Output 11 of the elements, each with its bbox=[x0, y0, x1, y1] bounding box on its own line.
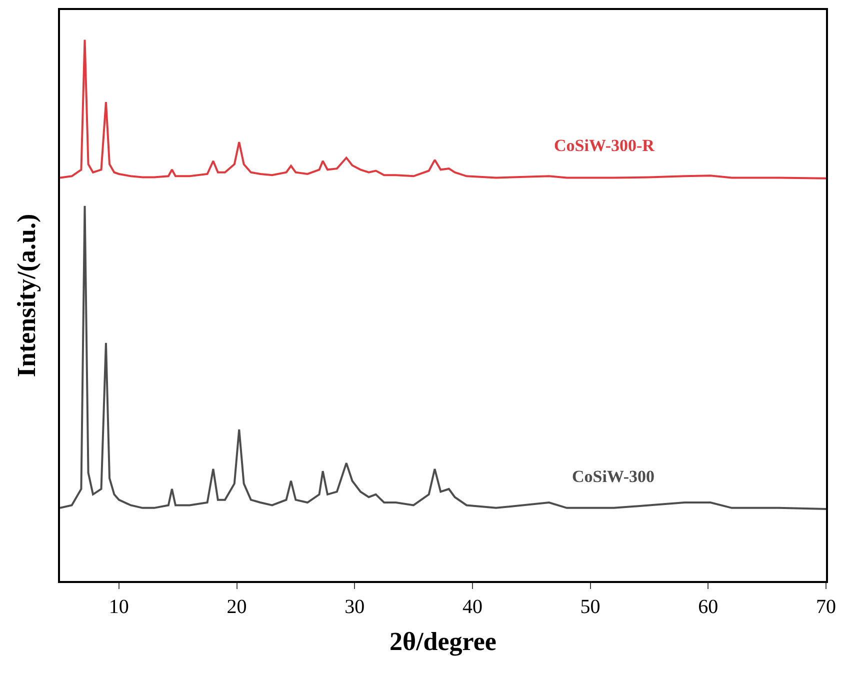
x-tick-label: 60 bbox=[698, 596, 718, 618]
series-label: CoSiW-300-R bbox=[554, 136, 656, 155]
x-tick-label: 10 bbox=[108, 596, 129, 618]
series-label: CoSiW-300 bbox=[572, 467, 654, 486]
x-axis-title: 2θ/degree bbox=[390, 626, 496, 656]
x-tick-label: 20 bbox=[226, 596, 247, 618]
x-tick-label: 30 bbox=[344, 596, 365, 618]
x-tick-label: 50 bbox=[580, 596, 600, 618]
x-tick-label: 40 bbox=[462, 596, 482, 618]
y-axis-title: Intensity/(a.u.) bbox=[12, 214, 42, 378]
x-tick-label: 70 bbox=[816, 596, 836, 618]
